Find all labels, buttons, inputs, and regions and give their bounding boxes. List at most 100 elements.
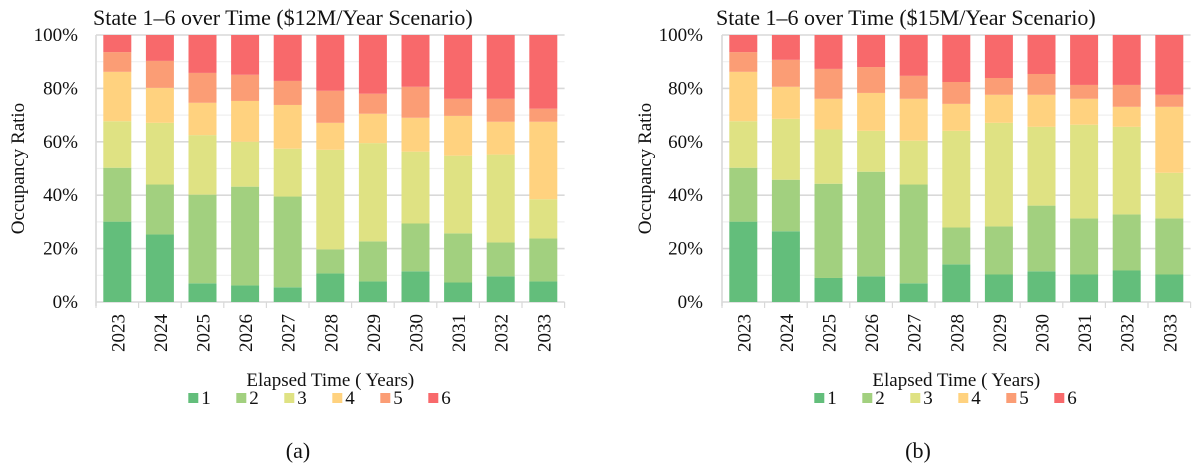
bar-segment-2033-state-1: [1155, 274, 1184, 302]
legend-label-4: 4: [971, 388, 981, 409]
bar-segment-2026-state-5: [857, 67, 886, 93]
bar-segment-2028-state-4: [316, 122, 345, 150]
legend-swatch-4: [958, 393, 969, 403]
bar-segment-2032-state-6: [486, 35, 515, 99]
bar-segment-2029-state-3: [358, 143, 387, 242]
legend-label-5: 5: [1019, 388, 1029, 409]
y-tick-label: 80%: [43, 78, 78, 99]
legend-label-1: 1: [827, 388, 837, 409]
bar-segment-2031-state-1: [1070, 274, 1099, 302]
bar-segment-2030-state-4: [401, 117, 430, 152]
x-tick-label: 2029: [364, 314, 385, 352]
bar-segment-2027-state-1: [899, 283, 928, 302]
bar-segment-2032-state-1: [486, 276, 515, 302]
legend-swatch-3: [910, 393, 921, 403]
x-tick-label: 2033: [534, 314, 555, 352]
x-tick-label: 2028: [321, 314, 342, 352]
bar-segment-2032-state-5: [1112, 84, 1141, 107]
bar-segment-2030-state-4: [1027, 94, 1056, 127]
bar-segment-2033-state-1: [529, 281, 558, 302]
x-tick-label: 2025: [194, 314, 215, 352]
bar-segment-2023-state-3: [103, 121, 132, 168]
x-tick-label: 2027: [905, 314, 926, 352]
bar-segment-2023-state-4: [103, 71, 132, 122]
bar-segment-2023-state-1: [729, 221, 758, 302]
bar-segment-2032-state-3: [486, 154, 515, 243]
bar-segment-2023-state-4: [729, 71, 758, 122]
x-tick-label: 2028: [947, 314, 968, 352]
bar-segment-2026-state-4: [857, 92, 886, 131]
bar-segment-2029-state-6: [984, 35, 1013, 78]
x-tick-label: 2023: [734, 314, 755, 352]
bar-segment-2027-state-5: [273, 80, 302, 105]
bar-segment-2025-state-5: [188, 72, 217, 103]
bar-segment-2027-state-6: [273, 35, 302, 81]
bar-segment-2024-state-6: [771, 35, 800, 60]
bar-segment-2025-state-6: [814, 35, 843, 69]
bar-segment-2025-state-1: [814, 277, 843, 302]
bar-segment-2024-state-6: [145, 35, 174, 61]
x-tick-label: 2023: [108, 314, 129, 352]
bar-segment-2032-state-2: [486, 242, 515, 277]
x-tick-label: 2024: [777, 314, 798, 353]
bar-segment-2024-state-2: [145, 184, 174, 235]
chart-panel-b: 0% 20% 40% 60% 80% 100% 2023 2024 2025 2026 2027 20…: [635, 5, 1192, 463]
bar-segment-2032-state-6: [1112, 35, 1141, 85]
legend-swatch-2: [862, 393, 873, 403]
bar-segment-2027-state-2: [899, 184, 928, 284]
bar-segment-2033-state-5: [1155, 94, 1184, 107]
bar-segment-2029-state-5: [358, 93, 387, 114]
bar-segment-2023-state-2: [103, 167, 132, 222]
bar-segment-2033-state-3: [1155, 172, 1184, 219]
y-tick-label: 0%: [678, 292, 704, 313]
bar-segment-2024-state-1: [771, 231, 800, 302]
bar-segment-2032-state-4: [486, 121, 515, 155]
bar-segment-2028-state-5: [942, 81, 971, 104]
legend-swatch-2: [236, 393, 247, 403]
bar-segment-2027-state-2: [273, 196, 302, 288]
bar-segment-2030-state-5: [1027, 73, 1056, 95]
bar-segment-2026-state-3: [857, 130, 886, 172]
chart-title: State 1–6 over Time ($15M/Year Scenario): [716, 5, 1096, 30]
x-tick-label: 2033: [1160, 314, 1181, 352]
legend-swatch-1: [814, 393, 825, 403]
bar-segment-2031-state-5: [1070, 84, 1099, 99]
bar-segment-2033-state-6: [529, 35, 558, 109]
legend-label-6: 6: [1067, 388, 1077, 409]
legend: 1 2 3 4 5 6: [814, 388, 1077, 409]
bar-segment-2030-state-2: [1027, 205, 1056, 272]
y-tick-label: 60%: [43, 132, 78, 153]
bar-segment-2025-state-2: [188, 194, 217, 284]
bar-segment-2026-state-6: [231, 35, 260, 75]
bar-segment-2032-state-3: [1112, 126, 1141, 215]
bar-segment-2027-state-4: [899, 98, 928, 141]
bar-segment-2026-state-4: [231, 100, 260, 142]
bar-segment-2031-state-2: [444, 233, 473, 283]
y-tick-label: 40%: [668, 185, 703, 206]
bar-segment-2025-state-5: [814, 68, 843, 99]
bar-segment-2024-state-4: [771, 86, 800, 119]
bar-segment-2028-state-2: [316, 249, 345, 274]
bar-segment-2027-state-4: [273, 104, 302, 149]
bar-segment-2033-state-3: [529, 199, 558, 239]
bar-segment-2031-state-3: [444, 155, 473, 234]
bar-segment-2026-state-3: [231, 141, 260, 187]
bar-segment-2031-state-2: [1070, 218, 1099, 275]
x-tick-label: 2030: [1033, 314, 1054, 352]
y-tick-label: 0%: [53, 292, 79, 313]
bar-segment-2030-state-3: [401, 151, 430, 224]
chart-panel-a: 0% 20% 40% 60% 80% 100% 2023 2024 2025 2026 2027 20…: [8, 5, 566, 463]
bar-segment-2027-state-1: [273, 287, 302, 302]
bar-segment-2030-state-2: [401, 223, 430, 272]
bar-segment-2031-state-6: [1070, 35, 1099, 85]
bar-segment-2029-state-4: [358, 113, 387, 144]
bar-segment-2028-state-3: [942, 130, 971, 228]
bar-segment-2026-state-5: [231, 74, 260, 101]
bar-segment-2030-state-1: [1027, 271, 1056, 302]
panel-label: (a): [286, 438, 310, 463]
bar-segment-2025-state-2: [814, 183, 843, 278]
bar-segment-2029-state-5: [984, 77, 1013, 95]
bar-segment-2023-state-5: [729, 52, 758, 72]
bar-segment-2033-state-5: [529, 108, 558, 122]
bar-segment-2031-state-4: [444, 115, 473, 156]
